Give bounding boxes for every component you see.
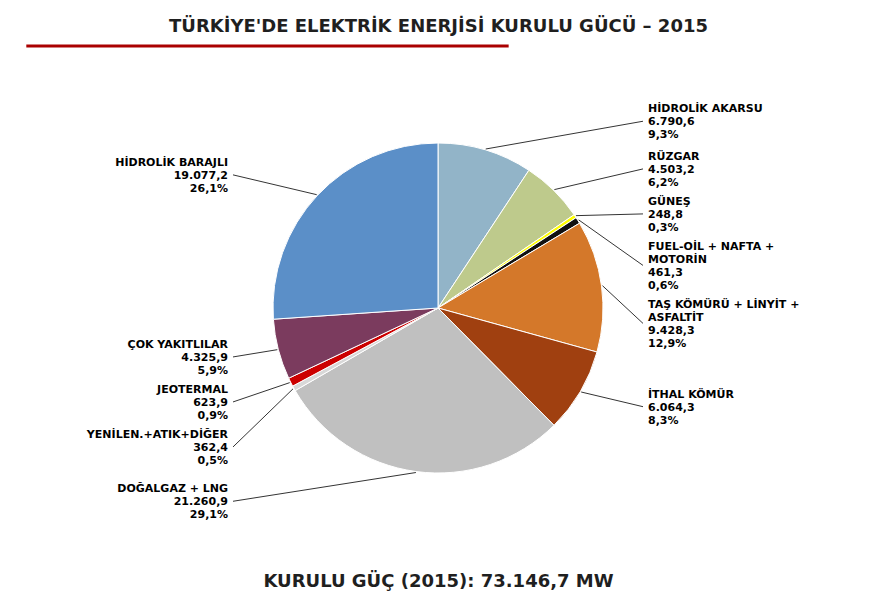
- title-underline: [26, 45, 508, 48]
- data-label-line: HİDROLİK AKARSU: [648, 101, 763, 115]
- data-label-line: FUEL-OİL + NAFTA +: [648, 239, 774, 253]
- leader-line: [233, 175, 317, 195]
- data-label: YENİLEN.+ATIK+DİĞER362,40,5%: [86, 427, 229, 467]
- chart-svg: TÜRKİYE'DE ELEKTRİK ENERJİSİ KURULU GÜCÜ…: [0, 0, 877, 601]
- data-label-line: 12,9%: [648, 337, 686, 350]
- data-label-line: İTHAL KÖMÜR: [648, 387, 734, 401]
- leader-line: [554, 169, 643, 190]
- data-label-line: MOTORİN: [648, 252, 707, 266]
- leader-line: [579, 220, 643, 266]
- data-label-line: DOĞALGAZ + LNG: [117, 482, 228, 495]
- data-label: İTHAL KÖMÜR6.064,38,3%: [648, 387, 734, 427]
- data-label: HİDROLİK AKARSU6.790,69,3%: [648, 101, 763, 141]
- data-label-line: HİDROLİK BARAJLI: [115, 155, 228, 169]
- data-label-line: 0,9%: [197, 409, 228, 422]
- pie-slice: [273, 143, 438, 319]
- data-label-line: 4.325,9: [181, 351, 228, 364]
- subtitle: KURULU GÜÇ (2015): 73.146,7 MW: [263, 570, 613, 591]
- data-labels: HİDROLİK AKARSU6.790,69,3%RÜZGAR4.503,26…: [86, 101, 800, 521]
- data-label: DOĞALGAZ + LNG21.260,929,1%: [117, 482, 228, 521]
- leader-line: [233, 473, 416, 502]
- data-label-line: 248,8: [648, 208, 683, 221]
- data-label-line: 6.064,3: [648, 401, 695, 414]
- chart-container: TÜRKİYE'DE ELEKTRİK ENERJİSİ KURULU GÜCÜ…: [0, 0, 877, 601]
- data-label-line: 6.790,6: [648, 115, 695, 128]
- data-label-line: 21.260,9: [174, 495, 228, 508]
- data-label-line: GÜNEŞ: [648, 194, 691, 208]
- data-label-line: 8,3%: [648, 414, 679, 427]
- data-label: RÜZGAR4.503,26,2%: [648, 149, 700, 189]
- data-label-line: 19.077,2: [174, 169, 228, 182]
- data-label-line: 0,5%: [197, 454, 228, 467]
- data-label: JEOTERMAL623,90,9%: [156, 383, 228, 422]
- data-label: FUEL-OİL + NAFTA +MOTORİN461,30,6%: [648, 239, 774, 292]
- title: TÜRKİYE'DE ELEKTRİK ENERJİSİ KURULU GÜCÜ…: [169, 15, 708, 36]
- leader-line: [233, 350, 277, 357]
- leader-line: [602, 286, 643, 324]
- data-label-line: 0,3%: [648, 221, 679, 234]
- data-label: TAŞ KÖMÜRÜ + LİNYİT +ASFALTİT9.428,312,9…: [648, 297, 799, 350]
- data-label-line: YENİLEN.+ATIK+DİĞER: [86, 427, 229, 441]
- data-label-line: TAŞ KÖMÜRÜ + LİNYİT +: [648, 297, 799, 311]
- data-label-line: 9.428,3: [648, 324, 695, 337]
- data-label-line: RÜZGAR: [648, 149, 700, 163]
- data-label-line: JEOTERMAL: [156, 383, 228, 396]
- data-label-line: ÇOK YAKITLILAR: [128, 338, 229, 351]
- data-label: GÜNEŞ248,80,3%: [648, 194, 691, 234]
- data-label-line: 29,1%: [190, 508, 228, 521]
- pie: [273, 143, 603, 473]
- data-label: ÇOK YAKITLILAR4.325,95,9%: [128, 338, 229, 377]
- data-label-line: 5,9%: [197, 364, 228, 377]
- data-label-line: 6,2%: [648, 176, 679, 189]
- data-label-line: ASFALTİT: [648, 310, 704, 324]
- leader-line: [576, 214, 643, 216]
- pie-slice: [273, 308, 438, 378]
- data-label: HİDROLİK BARAJLI19.077,226,1%: [115, 155, 228, 195]
- data-label-line: 9,3%: [648, 128, 679, 141]
- leader-line: [233, 383, 290, 402]
- data-label-line: 623,9: [193, 396, 228, 409]
- data-label-line: 0,6%: [648, 279, 679, 292]
- data-label-line: 461,3: [648, 266, 683, 279]
- leader-line: [581, 392, 643, 407]
- leader-line: [486, 121, 643, 149]
- data-label-line: 362,4: [193, 441, 228, 454]
- data-label-line: 4.503,2: [648, 163, 695, 176]
- leader-line: [233, 389, 293, 447]
- data-label-line: 26,1%: [190, 182, 228, 195]
